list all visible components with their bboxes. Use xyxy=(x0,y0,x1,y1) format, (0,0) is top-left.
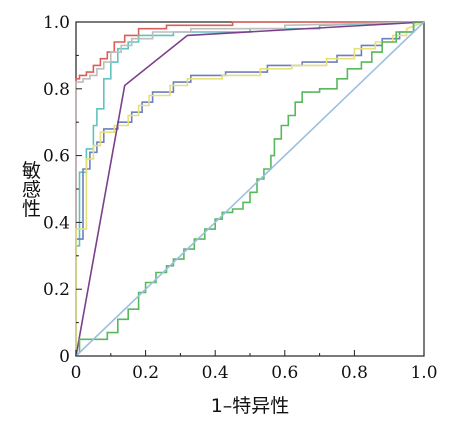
y-tick-label: 0.6 xyxy=(43,147,70,167)
x-tick-label: 0.2 xyxy=(132,363,159,383)
y-tick-label: 0.2 xyxy=(43,280,70,300)
y-tick-label: 0.4 xyxy=(43,213,70,233)
roc-series-line-7 xyxy=(75,21,424,357)
roc-series-line-1 xyxy=(75,21,424,356)
y-tick-label: 0.8 xyxy=(43,80,70,100)
roc-series-line-3 xyxy=(75,21,425,356)
x-tick-label: 0.4 xyxy=(202,363,229,383)
roc-series-line-5 xyxy=(75,21,425,356)
x-tick-label: 0 xyxy=(71,363,82,383)
x-axis-title: 1–特异性 xyxy=(211,395,290,417)
x-tick-label: 0.8 xyxy=(341,363,368,383)
ticks-layer: 0 0.2 0.4 0.6 0.8 1.0 0 0.2 0.4 0.6 0.8 1.0 xyxy=(43,13,438,383)
series-layer xyxy=(75,21,425,357)
roc-series-line-8 xyxy=(75,21,425,357)
y-tick-label: 1.0 xyxy=(43,13,70,33)
roc-series-line-6 xyxy=(75,21,425,357)
y-axis-title: 敏感性 xyxy=(19,160,41,217)
x-tick-label: 1.0 xyxy=(410,363,437,383)
x-tick-label: 0.6 xyxy=(271,363,298,383)
y-tick-label: 0 xyxy=(59,347,70,367)
